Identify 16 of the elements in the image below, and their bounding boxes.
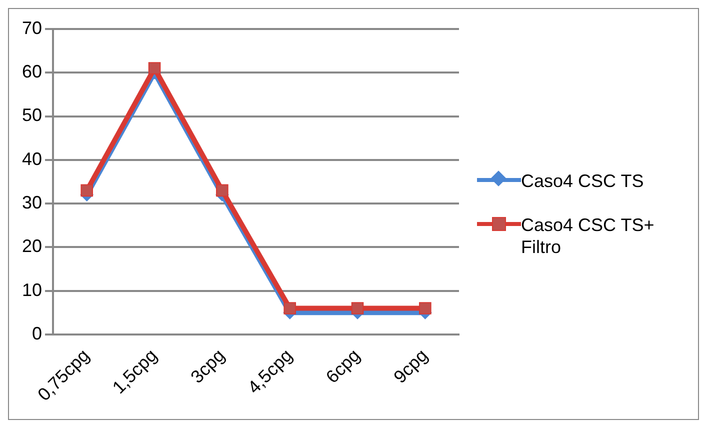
y-tick-label: 20 [22,236,42,256]
y-tick-label: 70 [22,18,42,38]
point [284,302,296,314]
point [80,184,94,197]
legend-label: Caso4 CSC TS [521,170,644,192]
y-tick-label: 0 [32,323,42,344]
y-tick-label: 50 [22,105,42,126]
y-tick-label: 60 [22,62,42,82]
point [351,302,364,314]
y-tick-label: 30 [22,192,42,212]
point [216,184,228,197]
point [148,62,161,74]
y-tick-label: 40 [22,148,42,169]
y-tick-label: 10 [22,280,42,300]
point [419,302,432,314]
legend-label: Caso4 CSC TS+ Filtro [521,214,656,258]
